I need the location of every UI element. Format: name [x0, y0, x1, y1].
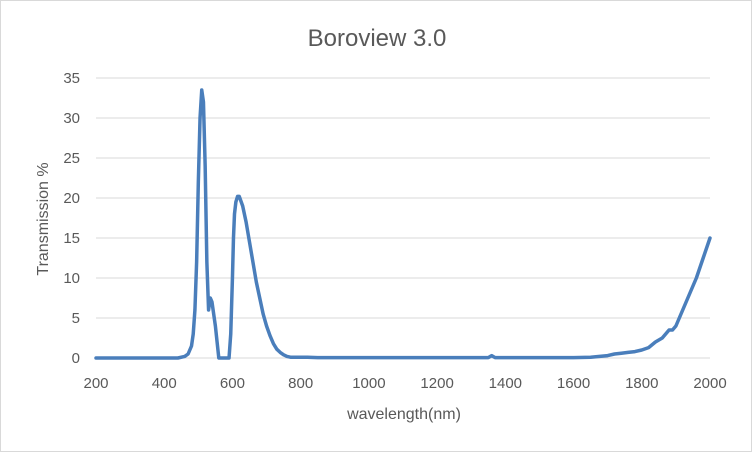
y-tick-label-35: 35: [63, 70, 80, 87]
tick-labels: 0 5 10 15 20 25 30 35 200 400 600 800 1000 1200 1400 16…: [63, 70, 726, 392]
x-tick-label-1400: 1400: [489, 375, 522, 392]
x-tick-label-1800: 1800: [625, 375, 658, 392]
y-tick-label-25: 25: [63, 150, 80, 167]
x-tick-label-1600: 1600: [557, 375, 590, 392]
series-layer: [94, 88, 712, 360]
y-tick-label-20: 20: [63, 190, 80, 207]
gridlines: [96, 77, 710, 319]
x-tick-label-1000: 1000: [352, 375, 385, 392]
x-tick-label-400: 400: [152, 375, 177, 392]
chart-title: Boroview 3.0: [308, 25, 447, 52]
y-tick-label-15: 15: [63, 230, 80, 247]
x-tick-label-800: 800: [288, 375, 313, 392]
y-axis-label: Transmission %: [35, 162, 52, 275]
x-tick-label-2000: 2000: [693, 375, 726, 392]
series-line-0: [94, 88, 712, 360]
x-tick-label-200: 200: [83, 375, 108, 392]
y-tick-label-0: 0: [72, 350, 80, 367]
x-tick-label-600: 600: [220, 375, 245, 392]
x-axis-label: wavelength(nm): [346, 406, 461, 423]
y-tick-label-5: 5: [72, 310, 80, 327]
y-tick-label-30: 30: [63, 110, 80, 127]
x-tick-label-1200: 1200: [420, 375, 453, 392]
y-tick-label-10: 10: [63, 270, 80, 287]
